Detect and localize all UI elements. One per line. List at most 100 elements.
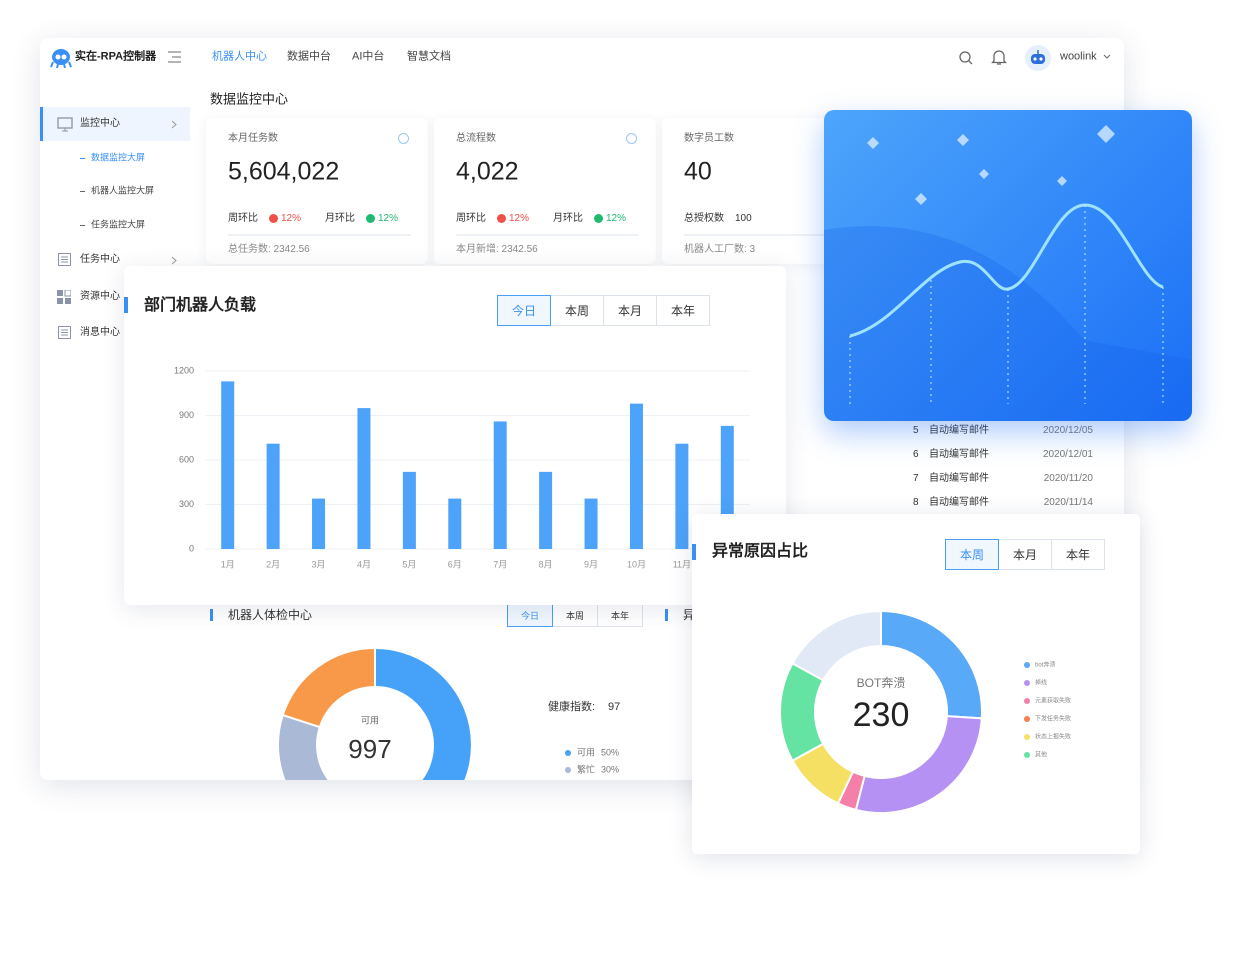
bar	[584, 498, 598, 549]
legend-label: 可用	[577, 747, 595, 757]
submenu-item[interactable]: 机器人监控大屏	[91, 185, 155, 196]
chevron	[171, 120, 177, 129]
legend-value: 50%	[601, 747, 619, 757]
compare-label: 月环比	[325, 213, 355, 224]
x-tick-label: 11月	[673, 559, 691, 569]
hero-illustration	[824, 125, 1192, 421]
tabs: 本周 本月 本年	[945, 539, 1105, 570]
bar-chart: 0 300 600 900 1200 1月 2月 3月 4月 5月 6月 7月 8月 9月 10月 11月	[174, 365, 750, 569]
stat-card: 本月任务数 5,604,022 周环比 12% 月环比 12% 总任务数: 2342.56	[206, 118, 428, 264]
stat-title: 数字员工数	[684, 133, 734, 144]
compare-value: 12%	[378, 213, 399, 224]
brand: 实在-RPA控制器	[75, 50, 157, 63]
user-name[interactable]: woolink	[1060, 50, 1097, 63]
menu-item[interactable]: 任务中心	[80, 254, 120, 265]
title-bar	[210, 609, 213, 621]
bar	[312, 498, 326, 549]
tab[interactable]: 本月	[603, 295, 657, 326]
legend-label: 繁忙	[577, 763, 595, 774]
dash	[80, 191, 85, 192]
tabs: 今日 本周 本月 本年	[497, 295, 710, 326]
menu-toggle[interactable]	[168, 51, 182, 63]
health-value: 97	[608, 701, 620, 713]
legend-swatch	[1024, 716, 1030, 722]
submenu-item[interactable]: 任务监控大屏	[91, 219, 146, 230]
title-bar	[665, 609, 668, 621]
x-tick-label: 10月	[627, 559, 646, 569]
stat-footer: 总任务数: 2342.56	[228, 244, 310, 255]
compare-value: 12%	[606, 213, 627, 224]
center-value: 230	[853, 696, 910, 734]
row-index: 5	[913, 425, 919, 436]
center-value: 997	[348, 734, 391, 764]
legend-swatch	[1024, 698, 1030, 704]
bar	[493, 421, 507, 549]
nav-item[interactable]: 数据中台	[287, 50, 331, 63]
bar	[357, 408, 371, 549]
legend-label: bot奔溃	[1035, 661, 1055, 669]
tab[interactable]: 今日	[507, 604, 553, 627]
legend-swatch	[1024, 734, 1030, 740]
compare-label: 总授权数	[684, 213, 724, 224]
info-icon	[398, 133, 409, 144]
up-badge	[594, 214, 603, 223]
tab[interactable]: 本周	[945, 539, 999, 570]
row-date: 2020/12/05	[1042, 425, 1093, 436]
row-index: 6	[913, 449, 919, 460]
menu-item[interactable]: 资源中心	[80, 291, 120, 302]
y-tick-label: 1200	[174, 365, 194, 375]
robot-chart: 可用 997 健康指数: 97 可用 50% 繁忙 30%	[277, 646, 620, 780]
donut-segment	[791, 609, 882, 682]
compare-value: 12%	[281, 213, 302, 224]
legend-swatch	[1024, 662, 1030, 668]
row-index: 8	[913, 497, 919, 508]
tab[interactable]: 本月	[998, 539, 1052, 570]
dash	[80, 158, 85, 159]
x-tick-label: 3月	[312, 559, 326, 569]
caret	[1103, 54, 1111, 59]
x-tick-label: 6月	[448, 559, 462, 569]
compare-label: 月环比	[553, 213, 583, 224]
up-badge	[366, 214, 375, 223]
info-icon	[626, 133, 637, 144]
bar	[266, 443, 280, 549]
divider	[684, 234, 867, 236]
avatar[interactable]	[1024, 44, 1052, 72]
legend-label: 元素获取失败	[1035, 697, 1071, 705]
tab[interactable]: 今日	[497, 295, 551, 326]
nav-item[interactable]: 智慧文档	[407, 50, 451, 63]
title-bar	[124, 297, 128, 313]
panel-title: 机器人体检中心	[228, 608, 313, 622]
y-tick-label: 0	[189, 543, 194, 553]
donut-segment	[281, 646, 376, 729]
bar	[675, 443, 689, 549]
tab[interactable]: 本年	[656, 295, 710, 326]
legend-label: 其他	[1035, 751, 1047, 759]
x-tick-label: 1月	[221, 559, 235, 569]
donut-segment	[277, 713, 331, 780]
submenu-item[interactable]: 数据监控大屏	[91, 152, 146, 163]
menu-item[interactable]: 监控中心	[80, 118, 120, 129]
nav-item[interactable]: 机器人中心	[212, 50, 267, 63]
tabs: 今日 本周 本年	[507, 604, 643, 627]
dash	[80, 225, 85, 226]
divider	[228, 234, 411, 236]
card-title: 部门机器人负载	[144, 297, 257, 314]
search-icon[interactable]	[958, 50, 974, 66]
row-name: 自动编写邮件	[929, 497, 989, 508]
row-name: 自动编写邮件	[929, 425, 989, 436]
row-name: 自动编写邮件	[929, 473, 989, 484]
bar	[539, 471, 553, 549]
x-tick-label: 9月	[584, 559, 598, 569]
health-label: 健康指数:	[548, 699, 595, 713]
bell-icon[interactable]	[991, 49, 1007, 66]
compare-label: 周环比	[228, 213, 258, 224]
nav-item[interactable]: AI中台	[352, 50, 385, 63]
legend-label: 下发任务失败	[1035, 715, 1071, 723]
stat-title: 本月任务数	[228, 133, 278, 144]
menu-item[interactable]: 消息中心	[80, 327, 120, 338]
row-date: 2020/12/01	[1042, 449, 1093, 460]
tab[interactable]: 本年	[1051, 539, 1105, 570]
row-index: 7	[913, 473, 919, 484]
